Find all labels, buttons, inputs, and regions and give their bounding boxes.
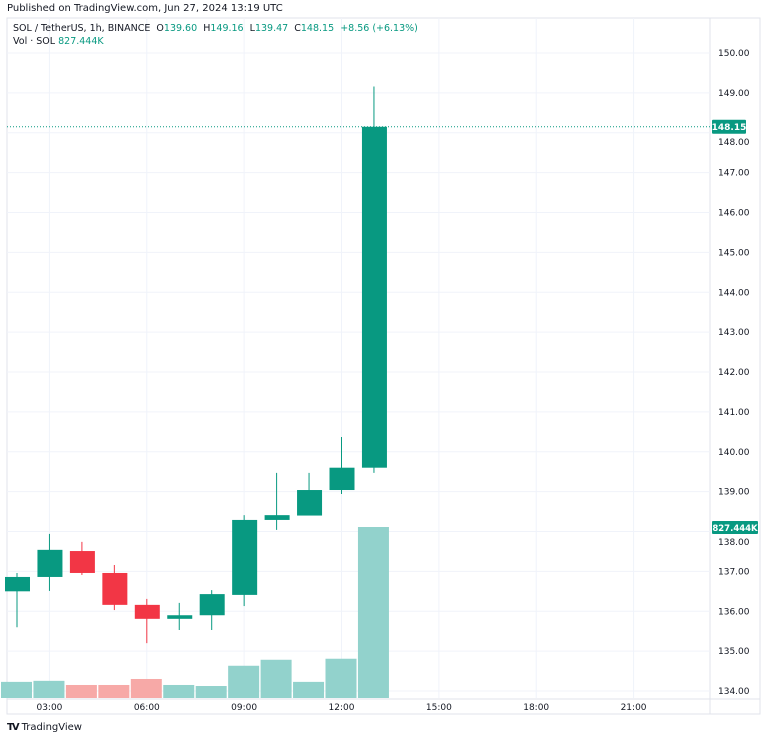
- volume-bar: [130, 678, 162, 698]
- change-value: +8.56 (+6.13%): [340, 23, 418, 34]
- candle-body: [5, 576, 30, 592]
- last-price-badge: [712, 119, 746, 134]
- price-tick-label: 136.00: [718, 607, 750, 617]
- time-tick-label: 12:00: [329, 703, 355, 713]
- candle-body: [329, 467, 355, 491]
- legend: SOL / TetherUS, 1h, BINANCE O139.60 H149…: [13, 22, 418, 48]
- volume-bar: [293, 681, 325, 698]
- time-tick-label: 18:00: [523, 703, 549, 713]
- volume-bar: [260, 659, 292, 698]
- price-tick-label: 146.00: [718, 209, 750, 219]
- price-tick-label: 138.00: [718, 538, 750, 548]
- candle: [199, 590, 225, 630]
- price-tick-label: 134.00: [718, 687, 750, 697]
- price-tick-label: 140.00: [718, 448, 750, 458]
- last-volume-label: 827.444K: [712, 524, 758, 534]
- time-tick-label: 06:00: [134, 703, 160, 713]
- price-tick-label: 145.00: [718, 248, 750, 258]
- volume-bar: [65, 684, 97, 698]
- price-tick-label: 141.00: [718, 408, 750, 418]
- price-tick-label: 144.00: [718, 288, 750, 298]
- price-tick-label: 135.00: [718, 647, 750, 657]
- low-label: L: [249, 23, 255, 34]
- candle: [361, 86, 387, 473]
- time-tick-label: 03:00: [36, 703, 62, 713]
- candle-body: [297, 490, 323, 516]
- candle: [102, 564, 128, 611]
- price-tick-label: 149.00: [718, 89, 750, 99]
- low-value: 139.47: [254, 23, 289, 34]
- brand-name: TradingView: [21, 722, 82, 733]
- price-tick-label: 139.00: [718, 488, 750, 498]
- candle: [5, 572, 30, 628]
- tv-logo-icon: TV: [7, 722, 19, 733]
- high-label: H: [203, 23, 211, 34]
- volume-bar: [195, 686, 227, 698]
- candle-body: [361, 126, 387, 468]
- candle-body: [199, 594, 225, 616]
- time-tick-label: 21:00: [621, 703, 647, 713]
- candle-body: [264, 515, 290, 520]
- time-tick-label: 15:00: [426, 703, 452, 713]
- published-note: Published on TradingView.com, Jun 27, 20…: [7, 3, 283, 14]
- volume-label: Vol · SOL: [13, 36, 56, 47]
- candle-body: [134, 604, 160, 619]
- close-label: C: [294, 23, 301, 34]
- volume-bar: [98, 684, 130, 698]
- candle: [134, 598, 160, 644]
- candle: [37, 533, 63, 591]
- symbol-label: SOL / TetherUS, 1h, BINANCE: [13, 23, 151, 34]
- chart-frame: [6, 17, 761, 715]
- candle-body: [232, 519, 258, 595]
- close-value: 148.15: [300, 23, 335, 34]
- volume-bar: [325, 658, 357, 698]
- tradingview-logo: TV TradingView: [7, 722, 82, 733]
- price-tick-label: 142.00: [718, 368, 750, 378]
- price-tick-label: 148.00: [718, 138, 750, 148]
- last-price-label: 148.15: [712, 123, 747, 133]
- candle-body: [37, 549, 63, 577]
- volume-bar: [163, 684, 195, 698]
- candle: [264, 472, 290, 530]
- open-label: O: [156, 23, 164, 34]
- candle: [232, 515, 258, 607]
- price-tick-label: 137.00: [718, 567, 750, 577]
- candle-body: [102, 572, 128, 605]
- time-tick-label: 09:00: [231, 703, 257, 713]
- volume-value: 827.444K: [58, 36, 104, 47]
- last-volume-badge: [712, 521, 758, 534]
- price-tick-label: 147.00: [718, 169, 750, 179]
- candle: [69, 541, 95, 575]
- candle: [167, 602, 193, 630]
- price-tick-label: 143.00: [718, 328, 750, 338]
- candle-body: [69, 551, 95, 573]
- volume-bar: [1, 681, 32, 698]
- candle-body: [167, 615, 193, 619]
- price-tick-label: 150.00: [718, 49, 750, 59]
- volume-bar: [357, 527, 389, 698]
- volume-bar: [228, 665, 260, 698]
- candle: [297, 472, 323, 516]
- volume-bar: [33, 680, 65, 698]
- high-value: 149.16: [210, 23, 244, 34]
- candle: [329, 436, 355, 495]
- open-value: 139.60: [163, 23, 198, 34]
